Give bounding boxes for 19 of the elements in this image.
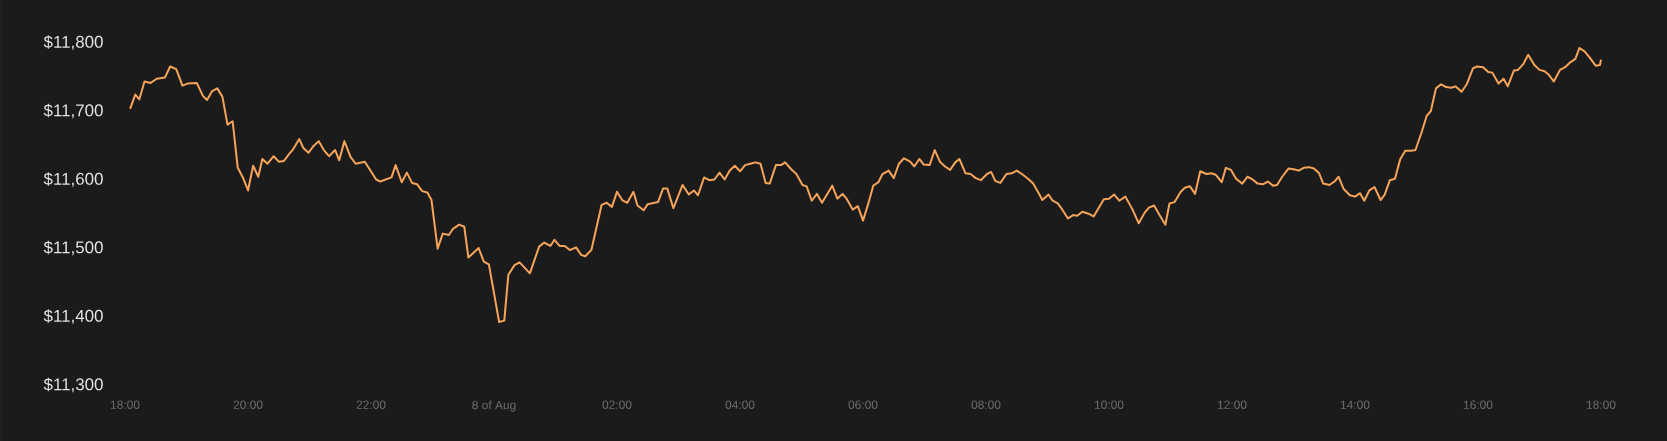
y-tick-label: $11,800	[43, 35, 103, 50]
y-tick-label: $11,700	[43, 103, 103, 119]
x-tick-label: 18:00	[110, 400, 140, 409]
y-tick-label: $11,300	[43, 377, 103, 393]
x-tick-label: 10:00	[1094, 400, 1124, 409]
x-tick-label: 16:00	[1463, 400, 1493, 409]
x-tick-label: 12:00	[1217, 400, 1247, 409]
x-tick-label: 04:00	[725, 400, 755, 409]
x-tick-label: 02:00	[602, 400, 632, 409]
x-tick-label: 8 of Aug	[472, 400, 516, 412]
y-tick-label: $11,600	[43, 172, 103, 187]
x-tick-label: 22:00	[356, 400, 386, 409]
x-tick-label: 18:00	[1586, 400, 1616, 409]
x-tick-label: 06:00	[848, 400, 878, 409]
x-tick-label: 14:00	[1340, 400, 1370, 409]
x-tick-label: 20:00	[233, 400, 263, 409]
x-tick-label: 08:00	[971, 400, 1001, 409]
y-tick-label: $11,500	[43, 240, 103, 256]
y-tick-label: $11,400	[43, 309, 103, 324]
